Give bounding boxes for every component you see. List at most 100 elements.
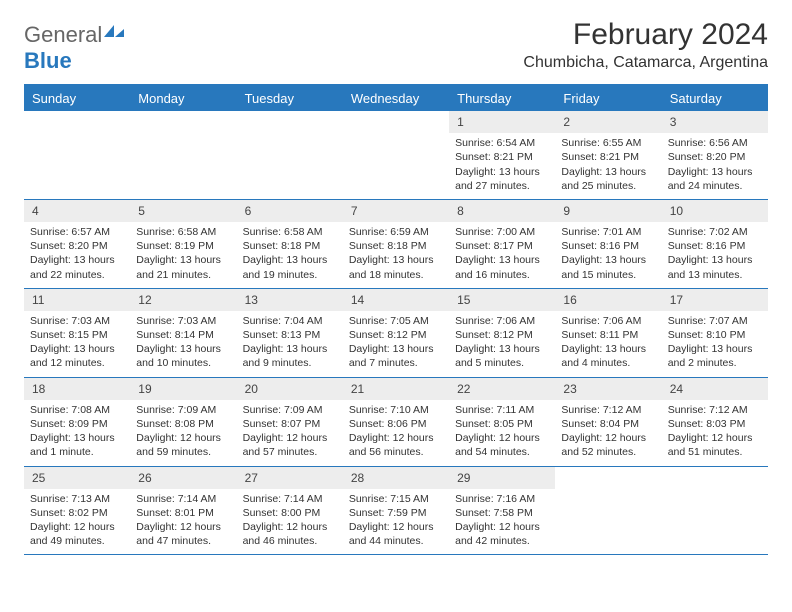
day-number-cell: 14 xyxy=(343,288,449,311)
sunrise-line: Sunrise: 6:59 AM xyxy=(349,225,443,239)
sunset-line: Sunset: 8:16 PM xyxy=(668,239,762,253)
sunset-line: Sunset: 8:20 PM xyxy=(30,239,124,253)
sunset-line: Sunset: 8:14 PM xyxy=(136,328,230,342)
weekday-header: Saturday xyxy=(662,85,768,111)
day-detail-cell: Sunrise: 7:11 AMSunset: 8:05 PMDaylight:… xyxy=(449,400,555,466)
day-number-cell: 7 xyxy=(343,199,449,222)
day-detail-cell: Sunrise: 7:08 AMSunset: 8:09 PMDaylight:… xyxy=(24,400,130,466)
daylight-line: Daylight: 12 hours and 57 minutes. xyxy=(243,431,337,459)
day-number-cell xyxy=(24,111,130,133)
day-detail-cell: Sunrise: 7:12 AMSunset: 8:04 PMDaylight:… xyxy=(555,400,661,466)
day-number-cell: 21 xyxy=(343,377,449,400)
day-number-cell: 8 xyxy=(449,199,555,222)
day-number-cell: 9 xyxy=(555,199,661,222)
logo: GeneralBlue xyxy=(24,22,126,74)
day-number-cell: 24 xyxy=(662,377,768,400)
daylight-line: Daylight: 13 hours and 21 minutes. xyxy=(136,253,230,281)
sunset-line: Sunset: 8:18 PM xyxy=(349,239,443,253)
daylight-line: Daylight: 13 hours and 16 minutes. xyxy=(455,253,549,281)
day-detail-cell: Sunrise: 7:01 AMSunset: 8:16 PMDaylight:… xyxy=(555,222,661,288)
sunrise-line: Sunrise: 7:10 AM xyxy=(349,403,443,417)
day-detail-cell: Sunrise: 6:58 AMSunset: 8:19 PMDaylight:… xyxy=(130,222,236,288)
daylight-line: Daylight: 12 hours and 46 minutes. xyxy=(243,520,337,548)
day-number-row: 18192021222324 xyxy=(24,377,768,400)
day-number-cell: 25 xyxy=(24,466,130,489)
day-detail-cell: Sunrise: 7:04 AMSunset: 8:13 PMDaylight:… xyxy=(237,311,343,377)
daylight-line: Daylight: 12 hours and 42 minutes. xyxy=(455,520,549,548)
sunset-line: Sunset: 7:59 PM xyxy=(349,506,443,520)
day-detail-cell: Sunrise: 7:06 AMSunset: 8:12 PMDaylight:… xyxy=(449,311,555,377)
sunrise-line: Sunrise: 7:02 AM xyxy=(668,225,762,239)
sunrise-line: Sunrise: 7:15 AM xyxy=(349,492,443,506)
day-detail-cell: Sunrise: 7:09 AMSunset: 8:08 PMDaylight:… xyxy=(130,400,236,466)
sunset-line: Sunset: 8:16 PM xyxy=(561,239,655,253)
sunrise-line: Sunrise: 6:54 AM xyxy=(455,136,549,150)
day-detail-cell: Sunrise: 6:58 AMSunset: 8:18 PMDaylight:… xyxy=(237,222,343,288)
sunset-line: Sunset: 8:21 PM xyxy=(455,150,549,164)
sunset-line: Sunset: 8:06 PM xyxy=(349,417,443,431)
day-detail-row: Sunrise: 7:03 AMSunset: 8:15 PMDaylight:… xyxy=(24,311,768,377)
sunset-line: Sunset: 7:58 PM xyxy=(455,506,549,520)
sunset-line: Sunset: 8:20 PM xyxy=(668,150,762,164)
sunrise-line: Sunrise: 6:56 AM xyxy=(668,136,762,150)
day-detail-cell: Sunrise: 6:54 AMSunset: 8:21 PMDaylight:… xyxy=(449,133,555,199)
logo-part2: Blue xyxy=(24,48,72,73)
daylight-line: Daylight: 13 hours and 2 minutes. xyxy=(668,342,762,370)
daylight-line: Daylight: 12 hours and 51 minutes. xyxy=(668,431,762,459)
month-title: February 2024 xyxy=(523,18,768,52)
logo-text: GeneralBlue xyxy=(24,22,126,74)
day-detail-cell xyxy=(130,133,236,199)
sunset-line: Sunset: 8:21 PM xyxy=(561,150,655,164)
day-number-cell: 23 xyxy=(555,377,661,400)
daylight-line: Daylight: 13 hours and 19 minutes. xyxy=(243,253,337,281)
daylight-line: Daylight: 12 hours and 49 minutes. xyxy=(30,520,124,548)
day-detail-cell xyxy=(237,133,343,199)
sunrise-line: Sunrise: 7:03 AM xyxy=(136,314,230,328)
daylight-line: Daylight: 13 hours and 9 minutes. xyxy=(243,342,337,370)
sunrise-line: Sunrise: 7:07 AM xyxy=(668,314,762,328)
sunrise-line: Sunrise: 7:04 AM xyxy=(243,314,337,328)
day-detail-cell: Sunrise: 7:13 AMSunset: 8:02 PMDaylight:… xyxy=(24,489,130,555)
day-detail-cell xyxy=(662,489,768,555)
sunrise-line: Sunrise: 7:05 AM xyxy=(349,314,443,328)
sunrise-line: Sunrise: 7:00 AM xyxy=(455,225,549,239)
day-number-cell: 18 xyxy=(24,377,130,400)
day-detail-cell: Sunrise: 7:00 AMSunset: 8:17 PMDaylight:… xyxy=(449,222,555,288)
day-detail-cell: Sunrise: 7:16 AMSunset: 7:58 PMDaylight:… xyxy=(449,489,555,555)
day-detail-cell: Sunrise: 6:56 AMSunset: 8:20 PMDaylight:… xyxy=(662,133,768,199)
daylight-line: Daylight: 13 hours and 7 minutes. xyxy=(349,342,443,370)
day-number-row: 11121314151617 xyxy=(24,288,768,311)
header: GeneralBlue February 2024 Chumbicha, Cat… xyxy=(24,18,768,74)
sunrise-line: Sunrise: 7:12 AM xyxy=(561,403,655,417)
sunset-line: Sunset: 8:17 PM xyxy=(455,239,549,253)
sunset-line: Sunset: 8:09 PM xyxy=(30,417,124,431)
sunset-line: Sunset: 8:05 PM xyxy=(455,417,549,431)
day-number-cell: 29 xyxy=(449,466,555,489)
daylight-line: Daylight: 13 hours and 22 minutes. xyxy=(30,253,124,281)
day-detail-row: Sunrise: 6:57 AMSunset: 8:20 PMDaylight:… xyxy=(24,222,768,288)
sunrise-line: Sunrise: 7:12 AM xyxy=(668,403,762,417)
day-number-cell: 10 xyxy=(662,199,768,222)
weekday-header: Sunday xyxy=(24,85,130,111)
sunset-line: Sunset: 8:01 PM xyxy=(136,506,230,520)
sunset-line: Sunset: 8:13 PM xyxy=(243,328,337,342)
day-number-cell xyxy=(130,111,236,133)
day-number-row: 2526272829 xyxy=(24,466,768,489)
sunrise-line: Sunrise: 7:14 AM xyxy=(243,492,337,506)
daylight-line: Daylight: 13 hours and 1 minute. xyxy=(30,431,124,459)
sunset-line: Sunset: 8:04 PM xyxy=(561,417,655,431)
daylight-line: Daylight: 12 hours and 59 minutes. xyxy=(136,431,230,459)
day-number-cell: 1 xyxy=(449,111,555,133)
daylight-line: Daylight: 12 hours and 56 minutes. xyxy=(349,431,443,459)
daylight-line: Daylight: 13 hours and 15 minutes. xyxy=(561,253,655,281)
daylight-line: Daylight: 13 hours and 18 minutes. xyxy=(349,253,443,281)
day-number-cell: 6 xyxy=(237,199,343,222)
day-number-cell: 12 xyxy=(130,288,236,311)
sunrise-line: Sunrise: 7:01 AM xyxy=(561,225,655,239)
sunset-line: Sunset: 8:07 PM xyxy=(243,417,337,431)
sunrise-line: Sunrise: 6:57 AM xyxy=(30,225,124,239)
weekday-header: Monday xyxy=(130,85,236,111)
sunrise-line: Sunrise: 7:11 AM xyxy=(455,403,549,417)
day-number-cell xyxy=(662,466,768,489)
daylight-line: Daylight: 13 hours and 25 minutes. xyxy=(561,165,655,193)
